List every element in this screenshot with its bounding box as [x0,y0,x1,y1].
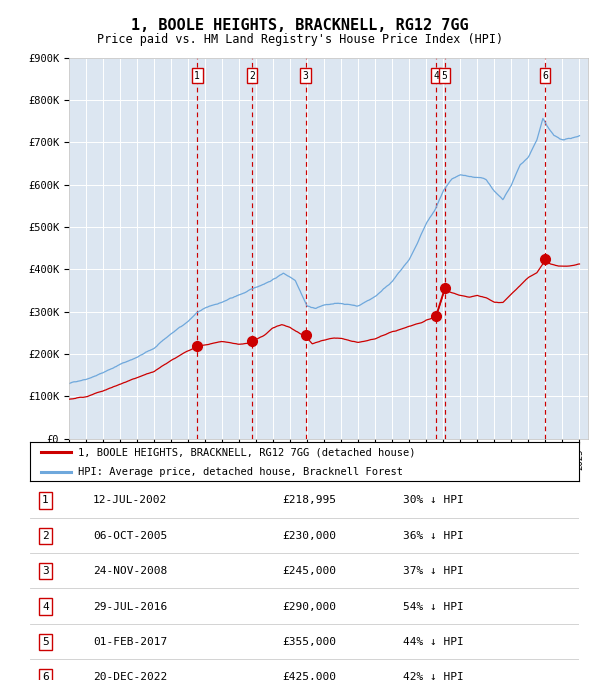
Text: 3: 3 [42,566,49,576]
Text: 3: 3 [302,71,308,80]
Text: 1, BOOLE HEIGHTS, BRACKNELL, RG12 7GG: 1, BOOLE HEIGHTS, BRACKNELL, RG12 7GG [131,18,469,33]
Text: 01-FEB-2017: 01-FEB-2017 [93,637,167,647]
Text: 5: 5 [42,637,49,647]
Text: 1: 1 [42,496,49,505]
Text: 12-JUL-2002: 12-JUL-2002 [93,496,167,505]
Text: 2: 2 [42,531,49,541]
Text: 29-JUL-2016: 29-JUL-2016 [93,602,167,611]
Text: 4: 4 [433,71,439,80]
Text: 24-NOV-2008: 24-NOV-2008 [93,566,167,576]
Text: HPI: Average price, detached house, Bracknell Forest: HPI: Average price, detached house, Brac… [79,467,403,477]
Text: 5: 5 [442,71,448,80]
Text: £230,000: £230,000 [283,531,337,541]
Text: 1: 1 [194,71,200,80]
Text: 30% ↓ HPI: 30% ↓ HPI [403,496,464,505]
Text: £355,000: £355,000 [283,637,337,647]
Text: 06-OCT-2005: 06-OCT-2005 [93,531,167,541]
Text: £218,995: £218,995 [283,496,337,505]
Text: 36% ↓ HPI: 36% ↓ HPI [403,531,464,541]
Text: 1, BOOLE HEIGHTS, BRACKNELL, RG12 7GG (detached house): 1, BOOLE HEIGHTS, BRACKNELL, RG12 7GG (d… [79,447,416,457]
Text: 42% ↓ HPI: 42% ↓ HPI [403,673,464,680]
Text: 20-DEC-2022: 20-DEC-2022 [93,673,167,680]
Text: 4: 4 [42,602,49,611]
Text: £425,000: £425,000 [283,673,337,680]
Text: 44% ↓ HPI: 44% ↓ HPI [403,637,464,647]
Text: 6: 6 [542,71,548,80]
Text: 6: 6 [42,673,49,680]
Text: Price paid vs. HM Land Registry's House Price Index (HPI): Price paid vs. HM Land Registry's House … [97,33,503,46]
Text: 54% ↓ HPI: 54% ↓ HPI [403,602,464,611]
Text: £290,000: £290,000 [283,602,337,611]
Text: 2: 2 [249,71,255,80]
Text: 37% ↓ HPI: 37% ↓ HPI [403,566,464,576]
Text: £245,000: £245,000 [283,566,337,576]
